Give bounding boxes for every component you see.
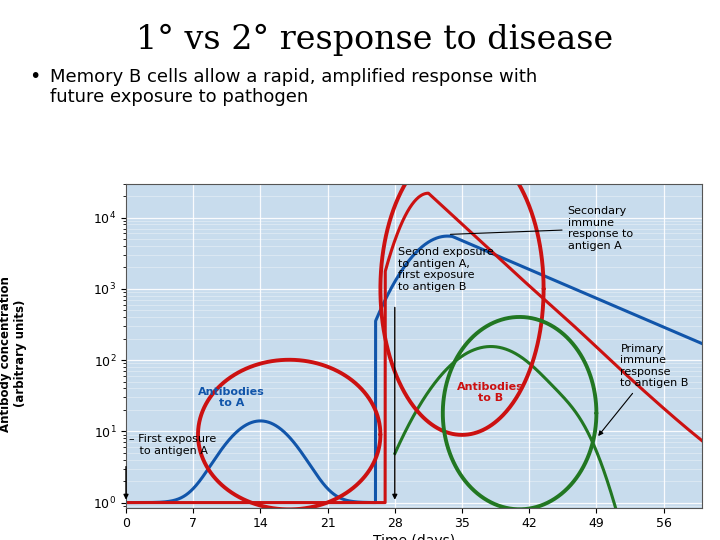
Text: Primary
immune
response
to antigen B: Primary immune response to antigen B (599, 343, 689, 435)
Text: Second exposure
to antigen A,
first exposure
to antigen B: Second exposure to antigen A, first expo… (397, 247, 493, 292)
Text: Memory B cells allow a rapid, amplified response with
future exposure to pathoge: Memory B cells allow a rapid, amplified … (50, 68, 538, 106)
Text: – First exposure
   to antigen A: – First exposure to antigen A (129, 435, 216, 456)
Text: •: • (29, 68, 40, 86)
Text: Antibodies
to A: Antibodies to A (198, 387, 265, 408)
X-axis label: Time (days): Time (days) (373, 535, 455, 540)
Text: Antibodies
to B: Antibodies to B (457, 382, 524, 403)
Text: Secondary
immune
response to
antigen A: Secondary immune response to antigen A (451, 206, 633, 251)
Text: Antibody concentration
(arbitrary units): Antibody concentration (arbitrary units) (0, 276, 27, 431)
Text: 1° vs 2° response to disease: 1° vs 2° response to disease (136, 24, 613, 57)
